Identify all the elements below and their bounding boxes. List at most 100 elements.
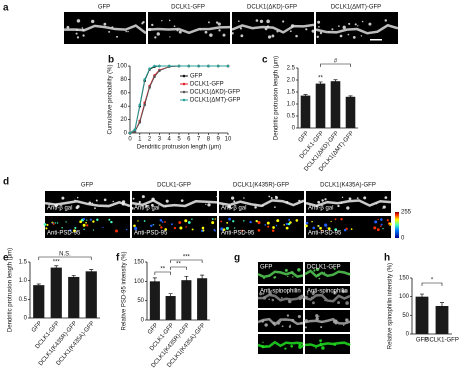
spine bbox=[348, 197, 352, 201]
y-axis-label: Dendritic protrusion length (μm) bbox=[274, 56, 280, 140]
spine bbox=[320, 320, 323, 323]
spine bbox=[319, 342, 322, 345]
spine bbox=[348, 343, 351, 346]
spine bbox=[270, 196, 273, 199]
spine bbox=[320, 326, 323, 329]
spine bbox=[215, 21, 219, 24]
spine bbox=[227, 205, 231, 209]
spine bbox=[300, 295, 305, 299]
image-label: DCLK1(K435A)-GFP bbox=[320, 183, 376, 189]
puncta bbox=[249, 220, 252, 224]
spine bbox=[82, 29, 85, 32]
spine bbox=[141, 22, 144, 25]
puncta bbox=[164, 228, 168, 231]
puncta bbox=[65, 221, 67, 223]
point bbox=[143, 78, 146, 81]
spine bbox=[76, 196, 79, 199]
x-tick-label: GFP bbox=[298, 130, 311, 143]
annotation: *** bbox=[183, 255, 191, 261]
spine bbox=[178, 30, 182, 34]
y-tick-label: 0 bbox=[141, 318, 145, 324]
spine bbox=[208, 21, 210, 24]
dendrite bbox=[231, 23, 315, 34]
spine bbox=[217, 22, 221, 26]
legend-label: DCLK1(ΔMT)-GFP bbox=[190, 98, 240, 104]
puncta bbox=[226, 221, 229, 224]
spine bbox=[339, 34, 343, 38]
y-axis-label: Cumulative probability (%) bbox=[108, 64, 114, 134]
spine bbox=[348, 22, 351, 25]
puncta bbox=[382, 227, 384, 230]
annotation: ** bbox=[318, 75, 323, 81]
spine bbox=[145, 204, 148, 208]
spine bbox=[368, 22, 372, 26]
error-bar bbox=[184, 275, 189, 285]
spine bbox=[315, 314, 319, 318]
spine bbox=[82, 34, 85, 37]
dendrite bbox=[147, 25, 231, 35]
spine bbox=[127, 30, 129, 33]
puncta bbox=[134, 226, 138, 231]
dendrite bbox=[304, 317, 351, 325]
dendrite bbox=[257, 340, 304, 349]
x-axis-label: Dendritic protrusion length (μm) bbox=[137, 145, 221, 151]
image-label: Anti-spinophilin bbox=[260, 289, 301, 295]
spine bbox=[324, 299, 327, 302]
y-tick-label: 50 bbox=[137, 298, 144, 304]
puncta bbox=[283, 224, 286, 226]
dendrite bbox=[218, 199, 305, 208]
puncta bbox=[185, 226, 187, 228]
error-bar bbox=[89, 269, 94, 274]
point bbox=[133, 130, 137, 133]
puncta bbox=[159, 218, 163, 222]
point bbox=[148, 67, 151, 70]
bar bbox=[181, 280, 192, 320]
puncta bbox=[159, 224, 161, 226]
puncta bbox=[137, 220, 139, 222]
error-bar bbox=[71, 275, 76, 279]
puncta bbox=[388, 223, 391, 226]
spine bbox=[384, 19, 388, 22]
spine bbox=[237, 20, 240, 23]
legend-marker bbox=[182, 90, 186, 94]
puncta bbox=[340, 217, 343, 221]
spine bbox=[315, 347, 317, 349]
puncta bbox=[86, 224, 89, 227]
spine bbox=[76, 19, 81, 23]
spine bbox=[268, 298, 271, 301]
puncta bbox=[73, 229, 76, 233]
dendrite bbox=[305, 199, 392, 208]
puncta bbox=[243, 220, 245, 222]
puncta bbox=[373, 226, 377, 230]
puncta bbox=[173, 226, 177, 230]
y-tick-label: 1.5 bbox=[19, 260, 28, 266]
spine bbox=[240, 34, 244, 38]
spine bbox=[340, 202, 343, 204]
spine bbox=[319, 31, 323, 35]
puncta bbox=[202, 229, 205, 232]
puncta bbox=[170, 223, 173, 226]
puncta bbox=[350, 228, 353, 230]
spine bbox=[271, 34, 275, 38]
spine bbox=[151, 197, 155, 202]
bracket bbox=[170, 259, 203, 263]
spine bbox=[130, 206, 134, 210]
puncta bbox=[311, 220, 313, 223]
spine bbox=[274, 206, 276, 208]
spine bbox=[289, 30, 292, 33]
spine bbox=[125, 30, 127, 33]
spine bbox=[344, 290, 348, 293]
bar bbox=[415, 296, 429, 334]
puncta bbox=[54, 222, 57, 224]
dendrite bbox=[315, 23, 399, 35]
puncta bbox=[334, 228, 338, 231]
image-label: Anti-β gal bbox=[47, 206, 72, 212]
spine bbox=[168, 19, 171, 22]
puncta bbox=[326, 227, 328, 229]
puncta bbox=[214, 218, 216, 220]
error-bar bbox=[36, 283, 41, 287]
spine bbox=[306, 291, 309, 293]
y-tick-label: 40 bbox=[120, 104, 127, 110]
puncta bbox=[271, 229, 275, 232]
error-bar bbox=[54, 265, 59, 270]
